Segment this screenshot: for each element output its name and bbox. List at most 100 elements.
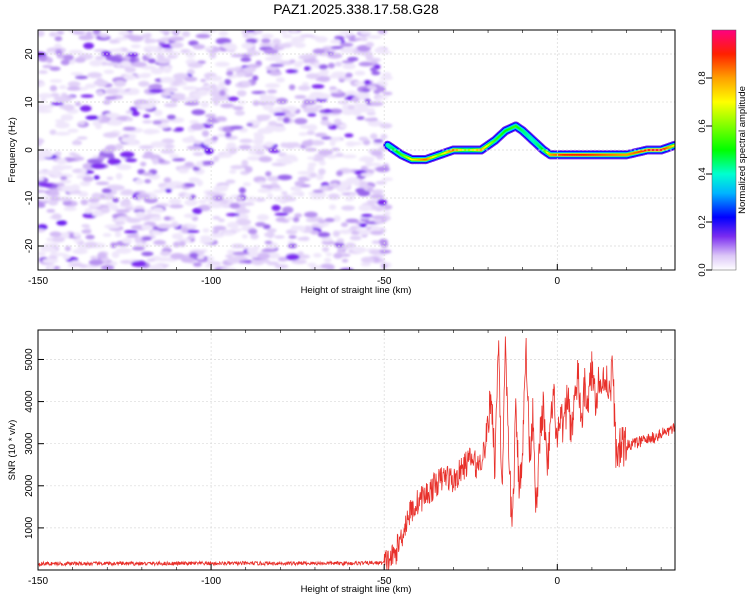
spectrogram-noise-cell [261, 34, 273, 39]
spectrogram-noise-cell [55, 132, 71, 136]
snr-xtick-label: -150 [28, 576, 48, 587]
spectrogram-noise-cell [148, 59, 156, 64]
spectrogram-noise-cell [230, 126, 244, 130]
spectrogram-noise-cell [147, 259, 156, 262]
spectrogram-noise-cell [322, 247, 329, 252]
spectrogram-noise-cell [239, 139, 253, 143]
spectrogram-noise-cell [59, 197, 71, 201]
spectrogram-noise-cell [220, 103, 233, 107]
spectrogram-noise-cell [97, 252, 106, 258]
spectrogram-noise-cell [367, 35, 382, 39]
spectrogram-noise-cell [226, 180, 236, 184]
spectrogram-noise-cell [85, 208, 93, 214]
spectrogram-noise-cell [376, 166, 390, 172]
spectrogram-noise-cell [252, 75, 258, 81]
spectrogram-noise-cell [240, 215, 249, 219]
spectrogram-noise-cell [69, 152, 77, 156]
spectrogram-noise-cell [248, 32, 255, 37]
spectrogram-noise-cell [143, 114, 150, 118]
spectrogram-noise-cell [253, 100, 260, 106]
spectrogram-noise-cell [86, 116, 100, 120]
spectrogram-noise-cell [192, 208, 202, 214]
spectrogram-noise-cell [319, 161, 326, 166]
spectrogram-noise-cell [271, 182, 278, 186]
spectrogram-noise-cell [359, 229, 370, 235]
spectrogram-noise-cell [335, 153, 343, 157]
spectrogram-noise-cell [337, 238, 345, 243]
spectrogram-noise-cell [205, 114, 216, 118]
spectrogram-noise-cell [182, 227, 188, 233]
spectrogram-noise-cell [213, 226, 227, 231]
spectrogram-noise-cell [67, 129, 78, 133]
spectrogram-noise-cell [265, 125, 273, 129]
spectrogram-noise-cell [193, 44, 205, 49]
snr-ytick-label: 5000 [24, 348, 35, 371]
snr-background [38, 330, 675, 570]
spectrogram-noise-cell [102, 188, 112, 193]
spectrogram-noise-cell [328, 63, 335, 69]
spectrogram-noise-cell [91, 163, 106, 169]
spectrogram-noise-cell [252, 145, 264, 150]
spectrogram-noise-cell [105, 56, 120, 62]
spectrogram-noise-cell [210, 233, 224, 237]
spectrogram-noise-cell [269, 71, 282, 76]
spectrogram-noise-cell [161, 92, 172, 97]
spectrogram-noise-cell [186, 51, 196, 57]
spectrogram-ylabel: Frequency (Hz) [7, 117, 18, 182]
spectrogram-noise-cell [102, 149, 115, 154]
spectrogram-noise-cell [267, 261, 279, 265]
spectrogram-noise-cell [93, 28, 101, 35]
spectrogram-noise-cell [371, 151, 383, 156]
spectrogram-noise-cell [38, 70, 48, 74]
spectrogram-noise-cell [157, 224, 172, 229]
spectrogram-noise-cell [95, 56, 105, 60]
spectrogram-noise-cell [355, 38, 361, 41]
spectrogram-noise-cell [172, 158, 185, 161]
spectrogram-noise-cell [307, 124, 318, 131]
spectrogram-noise-cell [254, 135, 265, 141]
spectrogram-noise-cell [85, 242, 98, 248]
spectrogram-noise-cell [167, 115, 176, 120]
spectrogram-noise-cell [188, 62, 203, 68]
spectrogram-noise-cell [132, 111, 140, 116]
spectrogram-noise-cell [105, 96, 117, 100]
spectrogram-noise-cell [226, 213, 240, 216]
spectrogram-noise-cell [81, 94, 94, 97]
spectrogram-noise-cell [371, 189, 384, 194]
spectrogram-noise-cell [35, 153, 47, 159]
spectrogram-noise-cell [257, 253, 270, 259]
spectrogram-noise-cell [291, 192, 305, 195]
spectrogram-noise-cell [374, 90, 381, 95]
spectrogram-noise-cell [235, 110, 245, 115]
spectrogram-noise-cell [170, 42, 183, 48]
spectrogram-noise-cell [263, 104, 274, 110]
spectrogram-xtick-label: -150 [28, 276, 48, 287]
spectrogram-noise-cell [265, 171, 271, 176]
spectrogram-noise-cell [75, 157, 85, 161]
spectrogram-noise-cell [215, 62, 230, 67]
spectrogram-noise-cell [283, 117, 290, 123]
spectrogram-noise-cell [239, 202, 255, 206]
spectrogram-noise-cell [151, 141, 167, 148]
spectrogram-noise-cell [125, 67, 136, 73]
spectrogram-noise-cell [65, 246, 71, 252]
spectrogram-noise-cell [332, 148, 340, 151]
spectrogram-noise-cell [166, 87, 176, 92]
spectrogram-noise-cell [209, 52, 216, 59]
spectrogram-noise-cell [302, 140, 313, 147]
spectrogram-noise-cell [333, 253, 342, 259]
spectrogram-noise-cell [184, 86, 193, 90]
spectrogram-noise-cell [259, 156, 273, 162]
spectrogram-noise-cell [198, 200, 206, 204]
spectrogram-noise-cell [258, 181, 266, 184]
spectrogram-noise-cell [57, 159, 67, 165]
spectrogram-noise-cell [294, 43, 306, 48]
spectrogram-noise-cell [60, 176, 67, 180]
spectrogram-noise-cell [73, 31, 86, 35]
spectrogram-noise-cell [49, 32, 57, 37]
spectrogram-noise-cell [78, 121, 86, 125]
spectrogram-noise-cell [204, 148, 213, 155]
spectrogram-noise-cell [301, 236, 310, 241]
spectrogram-noise-cell [46, 209, 55, 213]
spectrogram-noise-cell [267, 228, 277, 232]
